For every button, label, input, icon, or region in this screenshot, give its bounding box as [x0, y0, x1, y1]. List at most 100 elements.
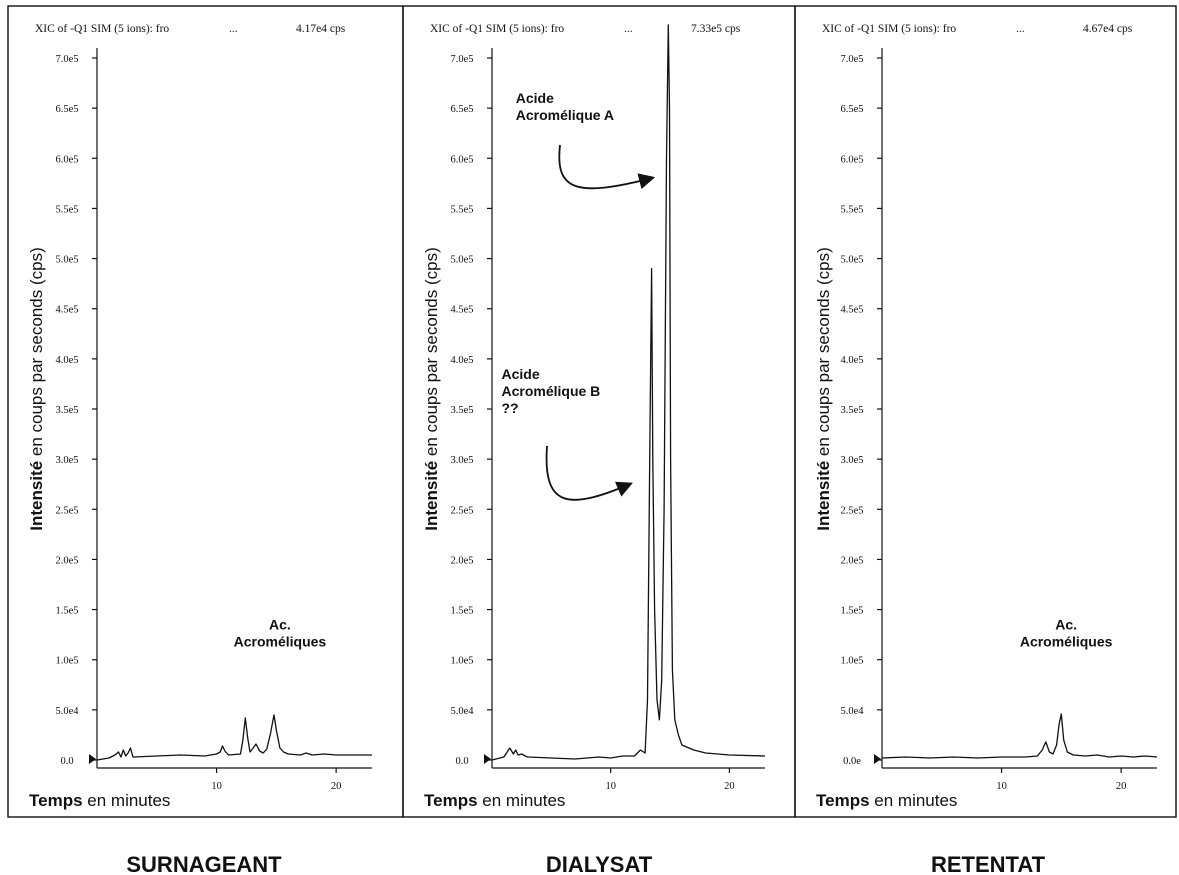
- x-axis-label-rest: en minutes: [83, 791, 171, 810]
- y-tick-label: 2.5e5: [450, 505, 473, 516]
- y-tick-label: 1.0e5: [55, 656, 78, 667]
- chart-panel-2: XIC of -Q1 SIM (5 ions): fro... 7.33e5 cp…: [402, 5, 796, 875]
- y-axis-label-rest: en coups par seconds (cps): [814, 247, 833, 461]
- annotation-line: Acroméliques: [1020, 634, 1113, 650]
- chart-panel-3: XIC of -Q1 SIM (5 ions): fro... 4.67e4 cp…: [794, 5, 1177, 875]
- annotation-line: Acroméliques: [234, 634, 327, 650]
- y-tick-label: 7.0e5: [55, 54, 78, 65]
- panel-frame: [794, 5, 1177, 818]
- arrow-to-peak-a: [558, 144, 656, 190]
- y-tick-label: 3.5e5: [55, 405, 78, 416]
- y-axis-label-rest: en coups par seconds (cps): [27, 247, 46, 461]
- y-axis-label-bold: Intensité: [27, 461, 46, 531]
- panel-caption: DIALYSAT: [546, 852, 653, 875]
- y-tick-label: 4.0e5: [840, 355, 863, 366]
- x-tick-label: 20: [1116, 781, 1127, 792]
- xic-header: XIC of -Q1 SIM (5 ions): fro: [35, 23, 169, 35]
- max-intensity-label: 4.17e4 cps: [296, 23, 346, 35]
- y-tick-label: 5.5e5: [55, 204, 78, 215]
- annotation-line: Acromélique A: [516, 107, 614, 123]
- y-tick-label: 1.5e5: [55, 606, 78, 617]
- y-tick-label: 2.0e5: [55, 555, 78, 566]
- x-tick-label: 10: [996, 781, 1007, 792]
- xic-header-ellipsis: ...: [624, 23, 633, 35]
- y-tick-label: 5.0e4: [840, 706, 864, 717]
- annotation-line: Acromélique B: [501, 383, 600, 399]
- baseline-marker: [484, 754, 491, 764]
- y-tick-label: 1.5e5: [450, 606, 473, 617]
- chart-panel-1: XIC of -Q1 SIM (5 ions): fro... 4.17e4 cp…: [7, 5, 404, 875]
- x-axis-label-bold: Temps: [816, 791, 870, 810]
- x-axis-label: Temps en minutes: [424, 791, 565, 810]
- arrow-to-peak-b: [545, 445, 633, 501]
- y-tick-label: 6.5e5: [450, 104, 473, 115]
- x-axis-label-rest: en minutes: [870, 791, 958, 810]
- annotation-line: Acide: [516, 90, 554, 106]
- y-tick-label: 6.0e5: [450, 154, 473, 165]
- max-intensity-label: 4.67e4 cps: [1083, 23, 1133, 35]
- y-tick-label: 4.5e5: [840, 305, 863, 316]
- xic-header: XIC of -Q1 SIM (5 ions): fro: [430, 23, 564, 35]
- y-tick-label: 1.0e5: [450, 656, 473, 667]
- annotation-line: ??: [501, 400, 518, 416]
- y-tick-label: 3.0e5: [450, 455, 473, 466]
- chromatogram-trace: [491, 24, 766, 761]
- annotation-line: Ac.: [269, 617, 291, 633]
- y-tick-label: 6.5e5: [55, 104, 78, 115]
- y-tick-label: 6.0e5: [840, 154, 863, 165]
- y-axis-label-bold: Intensité: [814, 461, 833, 531]
- y-tick-label: 1.5e5: [840, 606, 863, 617]
- annotation-line: Acide: [501, 366, 539, 382]
- y-tick-label: 4.5e5: [55, 305, 78, 316]
- y-tick-label: 5.0e5: [55, 255, 78, 266]
- x-axis-label-rest: en minutes: [478, 791, 566, 810]
- chromatogram-trace: [881, 713, 1158, 759]
- y-axis-label-bold: Intensité: [422, 461, 441, 531]
- y-axis-label: Intensité en coups par seconds (cps): [422, 247, 441, 530]
- y-tick-label: 0.0: [455, 756, 468, 767]
- x-tick-label: 10: [211, 781, 222, 792]
- x-tick-label: 20: [331, 781, 342, 792]
- y-tick-label: 3.0e5: [840, 455, 863, 466]
- y-tick-label: 1.0e5: [840, 656, 863, 667]
- y-tick-label: 4.0e5: [55, 355, 78, 366]
- y-tick-label: 3.5e5: [450, 405, 473, 416]
- x-axis-label: Temps en minutes: [816, 791, 957, 810]
- baseline-marker: [874, 754, 881, 764]
- xic-header: XIC of -Q1 SIM (5 ions): fro: [822, 23, 956, 35]
- y-tick-label: 4.0e5: [450, 355, 473, 366]
- y-tick-label: 5.5e5: [450, 204, 473, 215]
- panel-caption: RETENTAT: [931, 852, 1046, 875]
- y-tick-label: 5.0e4: [450, 706, 474, 717]
- peak-annotation: Ac.Acroméliques: [234, 617, 327, 650]
- peak-annotation: Ac.Acroméliques: [1020, 617, 1113, 650]
- xic-header-ellipsis: ...: [229, 23, 238, 35]
- y-tick-label: 4.5e5: [450, 305, 473, 316]
- y-tick-label: 0.0: [60, 756, 73, 767]
- panel-caption: SURNAGEANT: [126, 852, 282, 875]
- x-axis-label-bold: Temps: [424, 791, 478, 810]
- y-tick-label: 5.5e5: [840, 204, 863, 215]
- y-tick-label: 2.5e5: [55, 505, 78, 516]
- x-tick-label: 20: [724, 781, 735, 792]
- y-tick-label: 2.5e5: [840, 505, 863, 516]
- annotation-line: Ac.: [1055, 617, 1077, 633]
- x-axis-label: Temps en minutes: [29, 791, 170, 810]
- chromatogram-trace: [96, 714, 372, 761]
- x-tick-label: 10: [605, 781, 616, 792]
- y-tick-label: 7.0e5: [450, 54, 473, 65]
- y-tick-label: 6.0e5: [55, 154, 78, 165]
- y-tick-label: 3.0e5: [55, 455, 78, 466]
- y-tick-label: 2.0e5: [450, 555, 473, 566]
- y-axis-label: Intensité en coups par seconds (cps): [27, 247, 46, 530]
- y-tick-label: 0.0e: [843, 756, 861, 767]
- x-axis-label-bold: Temps: [29, 791, 83, 810]
- baseline-marker: [89, 754, 96, 764]
- y-tick-label: 5.0e5: [840, 255, 863, 266]
- y-tick-label: 5.0e5: [450, 255, 473, 266]
- y-tick-label: 7.0e5: [840, 54, 863, 65]
- y-tick-label: 6.5e5: [840, 104, 863, 115]
